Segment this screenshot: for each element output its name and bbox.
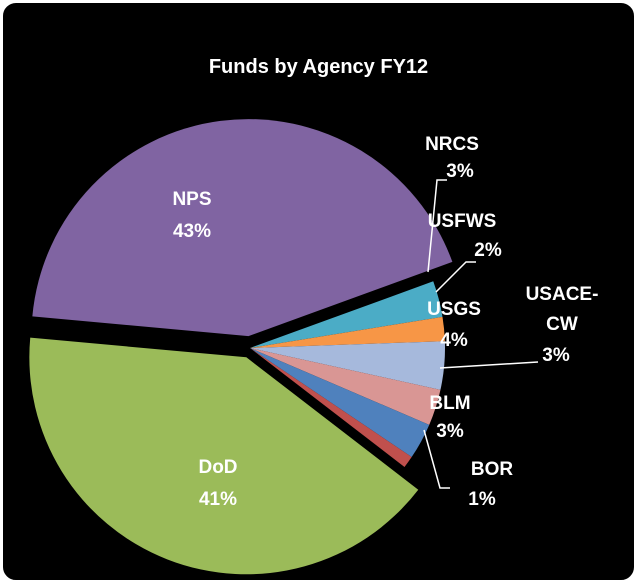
slice-value-label: 3% — [436, 421, 464, 442]
pie-slice — [250, 341, 446, 390]
leader-lines — [423, 179, 539, 489]
leader-line — [427, 179, 447, 273]
slice-label: USFWS — [427, 211, 497, 232]
slice-value-label: 1% — [468, 489, 496, 510]
slice-label: DoD — [198, 457, 238, 478]
pie-slice — [250, 348, 441, 425]
slice-label: NPS — [172, 189, 212, 210]
slice-label: NRCS — [425, 134, 479, 155]
slice-value-label: 41% — [198, 489, 238, 510]
chart-title: Funds by Agency FY12 — [208, 56, 429, 78]
slice-value-label: 2% — [474, 240, 502, 261]
leader-line — [423, 429, 450, 489]
slice-label: USACE-CW — [525, 284, 599, 335]
slice-value-label: 4% — [440, 330, 468, 351]
slice-value-label: 3% — [542, 345, 570, 366]
slice-label: BOR — [470, 459, 514, 480]
slice-value-label: 3% — [446, 161, 474, 182]
slice-value-label: 43% — [172, 221, 212, 242]
pie-slice — [250, 348, 412, 467]
pie-slice — [250, 348, 430, 458]
pie-slice — [29, 337, 419, 575]
slice-label: BLM — [429, 393, 471, 414]
pie-slice — [32, 119, 453, 337]
slice-label: USGS — [427, 299, 481, 320]
pie-slice — [250, 316, 445, 348]
leader-line — [435, 261, 476, 293]
leader-line — [439, 361, 539, 369]
pie-slice — [250, 281, 443, 348]
